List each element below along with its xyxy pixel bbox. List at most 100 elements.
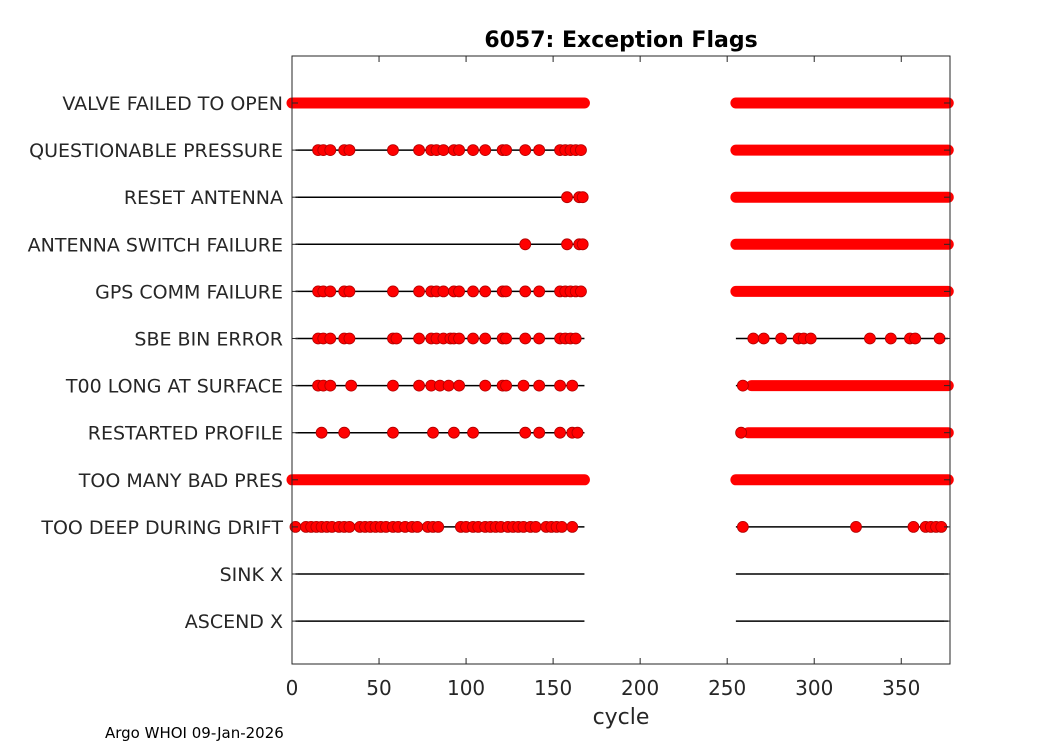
flag-point xyxy=(338,426,351,439)
flag-point xyxy=(533,332,546,345)
y-tick-label: SINK X xyxy=(220,564,283,586)
x-tick-label: 50 xyxy=(366,676,391,700)
x-tick-label: 200 xyxy=(621,676,659,700)
flag-point xyxy=(571,426,584,439)
flag-point xyxy=(576,191,589,204)
flag-point xyxy=(413,379,425,392)
flag-point xyxy=(343,521,356,533)
flag-point xyxy=(413,332,425,345)
y-tick-label: QUESTIONABLE PRESSURE xyxy=(29,140,283,162)
flag-point xyxy=(467,332,479,345)
y-tick-label: GPS COMM FAILURE xyxy=(95,281,283,303)
y-tick-label: ASCEND X xyxy=(185,611,283,633)
y-tick-label: SBE BIN ERROR xyxy=(134,329,283,351)
y-tick-label: TOO DEEP DURING DRIFT xyxy=(40,517,283,539)
x-tick-label: 250 xyxy=(708,676,746,700)
y-tick-label: ANTENNA SWITCH FAILURE xyxy=(28,234,283,256)
flag-point xyxy=(413,144,425,157)
flag-point xyxy=(804,332,817,345)
flag-point xyxy=(437,144,450,157)
flag-point xyxy=(437,285,450,298)
flag-point xyxy=(933,332,946,345)
flag-point xyxy=(907,521,920,533)
x-axis-ticks: 0 50 100 150 200 250 300 350 xyxy=(286,56,920,700)
flag-point xyxy=(453,379,466,392)
flag-point xyxy=(566,379,579,392)
flag-point xyxy=(576,238,589,251)
flag-point xyxy=(453,332,466,345)
x-tick-label: 0 xyxy=(286,676,299,700)
flag-point xyxy=(533,426,546,439)
flag-point xyxy=(467,285,479,298)
flag-point xyxy=(390,332,403,345)
flag-point xyxy=(500,332,513,345)
flag-point xyxy=(467,426,479,439)
flag-point xyxy=(442,379,455,392)
flag-point xyxy=(343,144,356,157)
y-axis-labels: VALVE FAILED TO OPEN QUESTIONABLE PRESSUR… xyxy=(28,93,950,633)
flag-point xyxy=(427,426,439,439)
flag-point xyxy=(324,332,337,345)
flag-point xyxy=(343,285,356,298)
flag-point xyxy=(569,332,582,345)
flag-point xyxy=(864,332,876,345)
flag-point xyxy=(500,379,513,392)
flag-point xyxy=(909,332,922,345)
flag-point xyxy=(519,144,532,157)
flag-point xyxy=(345,379,358,392)
flag-point xyxy=(555,521,568,533)
y-tick-label: VALVE FAILED TO OPEN xyxy=(62,93,283,115)
flag-point xyxy=(324,144,337,157)
flag-point xyxy=(561,238,573,251)
flag-point xyxy=(324,379,337,392)
flag-point xyxy=(479,332,492,345)
footer-credit: Argo WHOI 09-Jan-2026 xyxy=(105,724,284,742)
flag-point xyxy=(519,332,532,345)
flag-point xyxy=(315,426,328,439)
flag-point xyxy=(500,144,513,157)
y-tick-label: TOO MANY BAD PRES xyxy=(78,470,283,492)
flag-point xyxy=(850,521,862,533)
y-tick-label: RESTARTED PROFILE xyxy=(88,423,283,445)
flag-point xyxy=(479,285,492,298)
flag-point xyxy=(575,285,587,298)
x-tick-label: 300 xyxy=(795,676,833,700)
flag-point xyxy=(519,238,532,251)
flag-point xyxy=(324,285,337,298)
x-tick-label: 100 xyxy=(447,676,485,700)
y-tick-label: RESET ANTENNA xyxy=(124,187,283,209)
chart-title: 6057: Exception Flags xyxy=(484,28,757,53)
flag-point xyxy=(566,521,579,533)
flag-point xyxy=(529,521,542,533)
flag-point xyxy=(533,379,546,392)
flag-point xyxy=(411,521,424,533)
flag-point xyxy=(575,144,587,157)
flag-point xyxy=(884,332,897,345)
flag-point xyxy=(447,426,460,439)
x-axis-label: cycle xyxy=(593,705,650,730)
x-tick-label: 150 xyxy=(534,676,572,700)
flag-point xyxy=(517,379,530,392)
flag-point xyxy=(479,144,492,157)
flag-point xyxy=(757,332,770,345)
flag-point xyxy=(453,285,466,298)
flag-point xyxy=(453,144,466,157)
plot-layer xyxy=(286,97,954,622)
flag-point xyxy=(387,144,399,157)
flag-point xyxy=(467,144,479,157)
flag-point xyxy=(736,379,749,392)
flag-point xyxy=(561,191,573,204)
flag-point xyxy=(533,144,546,157)
axes-box xyxy=(291,55,951,665)
flag-point xyxy=(735,426,748,439)
flag-point xyxy=(479,379,492,392)
x-tick-label: 350 xyxy=(882,676,920,700)
flag-point xyxy=(533,285,546,298)
flag-point xyxy=(554,426,566,439)
flag-point xyxy=(387,426,399,439)
flag-point xyxy=(519,426,532,439)
flag-point xyxy=(747,332,760,345)
y-tick-label: T00 LONG AT SURFACE xyxy=(65,376,283,398)
flag-point xyxy=(413,285,425,298)
flag-point xyxy=(387,379,399,392)
